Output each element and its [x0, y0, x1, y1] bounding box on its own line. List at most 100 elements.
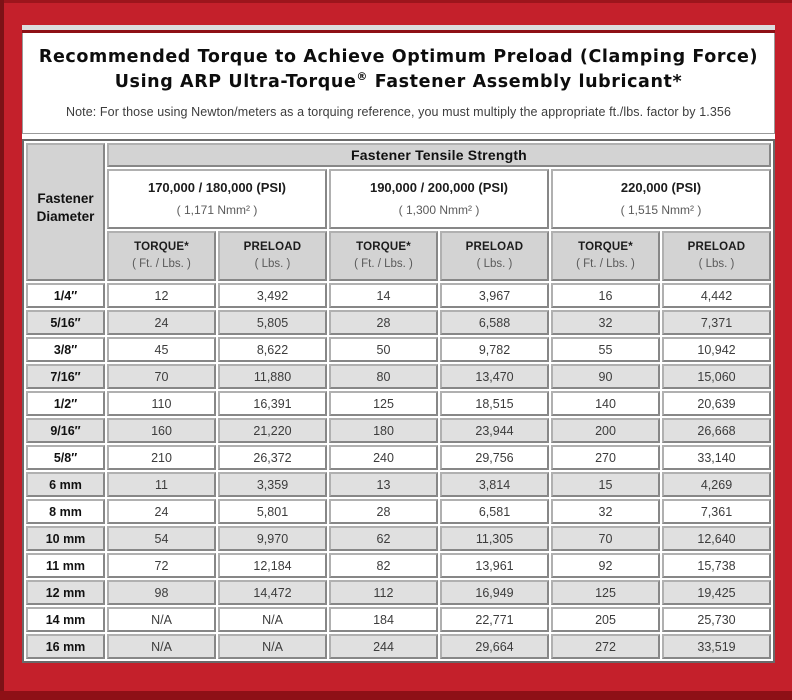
torque-value-cell: 210 — [107, 445, 216, 471]
fastener-diameter-cell: 12 mm — [26, 580, 105, 606]
torque-value-cell: 32 — [551, 499, 660, 525]
fastener-diameter-cell: 11 mm — [26, 553, 105, 579]
preload-value-cell: 4,269 — [662, 472, 771, 498]
preload-value-cell: 13,470 — [440, 364, 549, 390]
preload-value-cell: 13,961 — [440, 553, 549, 579]
torque-value-cell: 270 — [551, 445, 660, 471]
preload-value-cell: 19,425 — [662, 580, 771, 606]
preload-value-cell: 29,664 — [440, 634, 549, 660]
preload-value-cell: 33,140 — [662, 445, 771, 471]
frame-left-edge — [0, 0, 4, 700]
table-row: 1/4″ 12 3,492 14 3,967 16 4,442 — [26, 283, 771, 309]
nmm-value: ( 1,515 Nmm² ) — [620, 203, 702, 218]
nmm-value: ( 1,300 Nmm² ) — [398, 203, 480, 218]
torque-value-cell: 62 — [329, 526, 438, 552]
preload-value-cell: 3,359 — [218, 472, 327, 498]
preload-value-cell: 23,944 — [440, 418, 549, 444]
title-line2-text: Using ARP Ultra-Torque — [114, 71, 357, 92]
table-row: 14 mm N/A N/A 184 22,771 205 25,730 — [26, 607, 771, 633]
torque-value-cell: 70 — [551, 526, 660, 552]
torque-value-cell: 54 — [107, 526, 216, 552]
preload-value-cell: 21,220 — [218, 418, 327, 444]
preload-value-cell: 9,970 — [218, 526, 327, 552]
torque-value-cell: 200 — [551, 418, 660, 444]
preload-value-cell: 12,184 — [218, 553, 327, 579]
psi-value: 190,000 / 200,000 (PSI) — [369, 180, 509, 196]
torque-value-cell: 32 — [551, 310, 660, 336]
table-row: 1/2″ 110 16,391 125 18,515 140 20,639 — [26, 391, 771, 417]
torque-value-cell: 28 — [329, 310, 438, 336]
strength-group-220: 220,000 (PSI) ( 1,515 Nmm² ) — [551, 169, 771, 230]
preload-value-cell: 11,305 — [440, 526, 549, 552]
strength-group-170-180: 170,000 / 180,000 (PSI) ( 1,171 Nmm² ) — [107, 169, 327, 230]
preload-value-cell: 16,391 — [218, 391, 327, 417]
frame-bottom-band — [0, 691, 792, 700]
torque-value-cell: 13 — [329, 472, 438, 498]
fastener-diameter-cell: 6 mm — [26, 472, 105, 498]
preload-value-cell: 22,771 — [440, 607, 549, 633]
preload-value-cell: 14,472 — [218, 580, 327, 606]
preload-value-cell: 16,949 — [440, 580, 549, 606]
preload-value-cell: 33,519 — [662, 634, 771, 660]
fastener-diameter-cell: 14 mm — [26, 607, 105, 633]
title-line2-tail: Fastener Assembly lubricant* — [368, 71, 683, 92]
torque-value-cell: 125 — [329, 391, 438, 417]
fastener-diameter-cell: 9/16″ — [26, 418, 105, 444]
psi-value: 220,000 (PSI) — [620, 180, 702, 196]
fastener-diameter-cell: 10 mm — [26, 526, 105, 552]
torque-value-cell: 112 — [329, 580, 438, 606]
preload-value-cell: 3,492 — [218, 283, 327, 309]
preload-value-cell: 7,371 — [662, 310, 771, 336]
table-row: 12 mm 98 14,472 112 16,949 125 19,425 — [26, 580, 771, 606]
fastener-diameter-cell: 8 mm — [26, 499, 105, 525]
torque-value-cell: 240 — [329, 445, 438, 471]
preload-value-cell: 12,640 — [662, 526, 771, 552]
preload-label: PRELOAD — [687, 241, 746, 254]
table-row: 5/16″ 24 5,805 28 6,588 32 7,371 — [26, 310, 771, 336]
torque-unit-label: ( Ft. / Lbs. ) — [132, 258, 191, 271]
psi-group-row: 170,000 / 180,000 (PSI) ( 1,171 Nmm² ) 1… — [26, 169, 771, 230]
torque-value-cell: 110 — [107, 391, 216, 417]
preload-value-cell: 26,668 — [662, 418, 771, 444]
table-row: 8 mm 24 5,801 28 6,581 32 7,361 — [26, 499, 771, 525]
preload-value-cell: 11,880 — [218, 364, 327, 390]
preload-value-cell: 6,581 — [440, 499, 549, 525]
torque-unit-label: ( Ft. / Lbs. ) — [576, 258, 635, 271]
tensile-strength-row: Fastener Diameter Fastener Tensile Stren… — [26, 143, 771, 282]
preload-unit-label: ( Lbs. ) — [698, 258, 735, 271]
torque-value-cell: 55 — [551, 337, 660, 363]
fastener-diameter-cell: 7/16″ — [26, 364, 105, 390]
preload-value-cell: 10,942 — [662, 337, 771, 363]
torque-value-cell: 205 — [551, 607, 660, 633]
torque-value-cell: 140 — [551, 391, 660, 417]
registered-trademark-symbol: ® — [356, 69, 369, 83]
table-row: 3/8″ 45 8,622 50 9,782 55 10,942 — [26, 337, 771, 363]
torque-label: TORQUE* — [356, 241, 411, 254]
psi-value: 170,000 / 180,000 (PSI) — [147, 180, 287, 196]
torque-value-cell: 272 — [551, 634, 660, 660]
tensile-strength-header: Fastener Tensile Strength — [107, 143, 771, 168]
fastener-diameter-cell: 16 mm — [26, 634, 105, 660]
torque-value-cell: 16 — [551, 283, 660, 309]
table-row: 16 mm N/A N/A 244 29,664 272 33,519 — [26, 634, 771, 660]
fastener-diameter-line2: Diameter — [36, 208, 95, 224]
preload-column-header-3: PRELOAD ( Lbs. ) — [662, 231, 771, 282]
column-header-row: TORQUE* ( Ft. / Lbs. ) PRELOAD ( Lbs. ) … — [26, 231, 771, 282]
torque-value-cell: 184 — [329, 607, 438, 633]
torque-table-wrap: Fastener Diameter Fastener Tensile Stren… — [22, 139, 775, 664]
torque-value-cell: 14 — [329, 283, 438, 309]
torque-value-cell: 90 — [551, 364, 660, 390]
table-row: 6 mm 11 3,359 13 3,814 15 4,269 — [26, 472, 771, 498]
page-title-line1: Recommended Torque to Achieve Optimum Pr… — [38, 47, 759, 67]
fastener-diameter-cell: 3/8″ — [26, 337, 105, 363]
preload-value-cell: 26,372 — [218, 445, 327, 471]
fastener-diameter-cell: 1/2″ — [26, 391, 105, 417]
preload-value-cell: 18,515 — [440, 391, 549, 417]
torque-label: TORQUE* — [578, 241, 633, 254]
table-row: 11 mm 72 12,184 82 13,961 92 15,738 — [26, 553, 771, 579]
preload-value-cell: 7,361 — [662, 499, 771, 525]
torque-value-cell: 180 — [329, 418, 438, 444]
torque-value-cell: N/A — [107, 634, 216, 660]
table-row: 7/16″ 70 11,880 80 13,470 90 15,060 — [26, 364, 771, 390]
